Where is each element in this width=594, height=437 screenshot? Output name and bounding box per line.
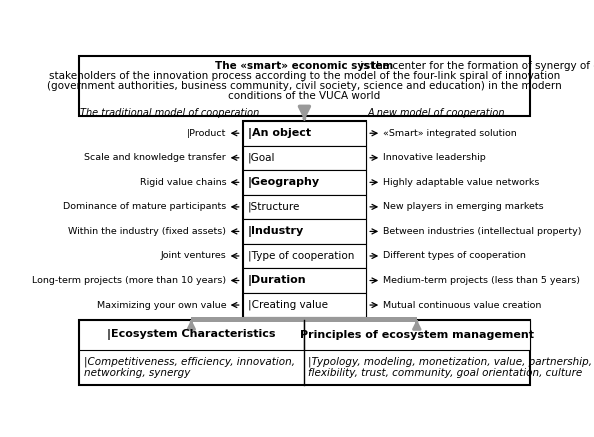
Text: |Product: |Product — [187, 129, 226, 138]
Text: Medium-term projects (less than 5 years): Medium-term projects (less than 5 years) — [384, 276, 580, 285]
Text: Between industries (intellectual property): Between industries (intellectual propert… — [384, 227, 582, 236]
Bar — [79, 320, 530, 385]
Text: «Smart» integrated solution: «Smart» integrated solution — [384, 129, 517, 138]
Text: |Competitiveness, efficiency, innovation,
networking, synergy: |Competitiveness, efficiency, innovation… — [84, 356, 295, 378]
Text: conditions of the VUCA world: conditions of the VUCA world — [228, 90, 381, 101]
Text: Within the industry (fixed assets): Within the industry (fixed assets) — [68, 227, 226, 236]
Bar — [304, 320, 530, 350]
Text: The «smart» economic system: The «smart» economic system — [215, 61, 394, 70]
Text: Highly adaptable value networks: Highly adaptable value networks — [384, 178, 540, 187]
Text: |Type of cooperation: |Type of cooperation — [248, 251, 354, 261]
Text: Mutual continuous value creation: Mutual continuous value creation — [384, 301, 542, 309]
Text: |Ecosystem Characteristics: |Ecosystem Characteristics — [107, 329, 276, 340]
Text: |Creating value: |Creating value — [248, 300, 328, 310]
Text: Different types of cooperation: Different types of cooperation — [384, 251, 526, 260]
Text: A new model of cooperation: A new model of cooperation — [368, 108, 505, 118]
Bar — [79, 320, 304, 350]
Text: Rigid value chains: Rigid value chains — [140, 178, 226, 187]
Bar — [243, 146, 366, 170]
Bar — [243, 219, 366, 244]
Text: |Structure: |Structure — [248, 201, 300, 212]
Text: stakeholders of the innovation process according to the model of the four-link s: stakeholders of the innovation process a… — [49, 70, 560, 80]
Text: |Industry: |Industry — [248, 226, 304, 237]
Text: Long-term projects (more than 10 years): Long-term projects (more than 10 years) — [32, 276, 226, 285]
Bar — [243, 268, 366, 293]
Text: Innovative leadership: Innovative leadership — [384, 153, 486, 162]
Bar — [243, 244, 366, 268]
Text: Principles of ecosystem management: Principles of ecosystem management — [300, 330, 534, 340]
Text: is the center for the formation of synergy of ecosystem participants as: is the center for the formation of syner… — [357, 61, 594, 70]
Text: Joint ventures: Joint ventures — [160, 251, 226, 260]
Text: |Geography: |Geography — [248, 177, 320, 188]
Bar — [243, 121, 366, 317]
Text: |Duration: |Duration — [248, 275, 307, 286]
Text: Dominance of mature participants: Dominance of mature participants — [63, 202, 226, 212]
Bar — [243, 121, 366, 146]
Text: Maximizing your own value: Maximizing your own value — [96, 301, 226, 309]
Bar — [243, 194, 366, 219]
Text: The traditional model of cooperation: The traditional model of cooperation — [80, 108, 260, 118]
Text: |Goal: |Goal — [248, 153, 276, 163]
Text: |Typology, modeling, monetization, value, partnership,
flexibility, trust, commu: |Typology, modeling, monetization, value… — [308, 356, 592, 378]
Bar — [243, 293, 366, 317]
Bar — [79, 55, 530, 115]
Text: (government authorities, business community, civil society, science and educatio: (government authorities, business commun… — [47, 80, 562, 90]
Text: Scale and knowledge transfer: Scale and knowledge transfer — [84, 153, 226, 162]
Bar — [191, 317, 417, 322]
Text: New players in emerging markets: New players in emerging markets — [384, 202, 544, 212]
Bar — [243, 170, 366, 194]
Text: |An object: |An object — [248, 128, 311, 139]
